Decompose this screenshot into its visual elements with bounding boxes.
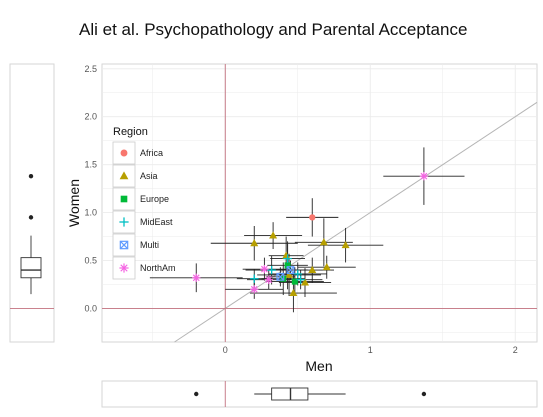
legend-label: Multi: [140, 240, 159, 250]
men-boxplot: [194, 381, 427, 407]
legend-label: Africa: [140, 148, 163, 158]
data-point-northam-ray-3: [261, 265, 268, 273]
women-boxplot-frame: [9, 63, 55, 343]
data-point-asia-shape: [289, 288, 298, 297]
men-outlier: [194, 391, 199, 397]
women-boxplot-panel: [9, 63, 55, 343]
data-point-asia-shape: [308, 265, 317, 274]
data-point-asia: [289, 288, 298, 297]
legend-marker-multi-d2: [119, 240, 129, 250]
y-tick-label: 0.5: [84, 256, 97, 266]
data-point-multi-d2: [286, 266, 295, 274]
y-tick-label: 0.0: [84, 303, 97, 313]
data-point-asia: [269, 231, 278, 239]
data-point-mideast: [283, 254, 292, 263]
legend-marker-europe-shape: [120, 195, 128, 203]
data-point-asia: [341, 240, 350, 249]
y-tick-label: 2.0: [84, 112, 97, 122]
data-point-asia: [285, 270, 294, 278]
legend-entries: Africa Asia Europe MidEast Multi NorthAm: [112, 141, 176, 280]
x-tick-label: 1: [368, 345, 373, 355]
x-tick-label: 2: [513, 345, 518, 355]
y-tick-label: 1.5: [84, 160, 97, 170]
legend-marker-multi-box: [119, 240, 129, 250]
x-tick-labels: 0 1 2: [223, 345, 518, 355]
legend-label: Asia: [140, 171, 158, 181]
plot-frame: [101, 63, 538, 343]
data-point-asia: [319, 238, 328, 246]
data-point-europe: [291, 278, 298, 285]
y-tick-label: 2.5: [84, 64, 97, 74]
data-point-multi-d2: [276, 273, 285, 281]
legend-label: MidEast: [140, 217, 173, 227]
data-point-asia: [322, 263, 331, 271]
data-point-asia-shape: [341, 240, 350, 249]
data-point-europe-shape: [291, 278, 298, 285]
data-point-multi-box: [276, 272, 285, 281]
legend-marker-asia-shape: [119, 171, 129, 180]
reference-lines: [102, 64, 538, 343]
data-point-multi: [276, 272, 285, 281]
data-point-asia-shape: [250, 239, 259, 247]
data-point-mideast: [267, 265, 276, 275]
legend-marker-africa: [120, 149, 128, 157]
men-boxplot-panel: [101, 380, 538, 408]
y-tick-label: 1.0: [84, 208, 97, 218]
data-point-northam-ray-3: [192, 274, 200, 282]
data-point-mideast: [296, 275, 305, 284]
legend-marker-mideast: [119, 217, 129, 227]
data-point-mideast: [293, 269, 302, 279]
x-axis-title: Men: [305, 358, 332, 374]
data-point-africa-shape: [309, 214, 316, 221]
data-points: [192, 171, 429, 297]
legend-marker-northam: [119, 263, 129, 273]
data-point-europe: [284, 262, 291, 269]
identity-line: [174, 101, 538, 343]
data-point-mideast: [250, 274, 259, 283]
data-point-northam-ray-3: [265, 276, 273, 284]
legend-marker-northam-ray-3: [120, 264, 128, 272]
data-point-asia: [250, 239, 259, 247]
data-point-northam-ray-3: [250, 285, 258, 293]
men-box: [271, 387, 309, 401]
legend-title: Region: [113, 126, 148, 138]
data-point-asia-shape: [322, 263, 331, 271]
data-point-northam-ray-3: [420, 172, 428, 180]
data-point-northam: [250, 285, 259, 294]
data-point-asia-shape: [319, 238, 328, 246]
legend-label: NorthAm: [140, 263, 176, 273]
data-point-asia: [308, 265, 317, 274]
x-tick-label: 0: [223, 345, 228, 355]
chart-title: Ali et al. Psychopathology and Parental …: [79, 20, 467, 39]
main-plot-panel: [101, 63, 538, 343]
data-point-multi-box: [286, 266, 295, 275]
legend-label: Europe: [140, 194, 169, 204]
legend-marker-multi: [119, 240, 129, 250]
data-point-northam: [264, 275, 273, 284]
data-point-northam: [419, 171, 429, 181]
women-outlier: [28, 173, 34, 179]
legend: Region Africa Asia Europe MidEast Multi North…: [112, 126, 176, 280]
data-point-asia-shape: [285, 270, 294, 278]
data-point-asia-shape: [301, 278, 309, 286]
women-boxplot: [10, 173, 54, 309]
y-tick-labels: 0.0 0.5 1.0 1.5 2.0 2.5: [84, 64, 97, 314]
legend-marker-africa-shape: [120, 149, 128, 157]
men-outlier: [421, 391, 427, 397]
legend-marker-europe: [120, 195, 128, 203]
data-point-europe-shape: [284, 262, 291, 269]
data-point-asia: [301, 278, 309, 286]
legend-marker-asia: [119, 171, 129, 180]
data-point-northam: [192, 273, 201, 282]
data-point-africa: [309, 214, 316, 221]
women-box: [20, 257, 42, 279]
data-point-multi: [286, 266, 295, 275]
data-point-northam: [260, 264, 269, 274]
y-axis-title: Women: [66, 179, 82, 227]
data-point-asia-shape: [269, 231, 278, 239]
women-outlier: [28, 215, 34, 220]
